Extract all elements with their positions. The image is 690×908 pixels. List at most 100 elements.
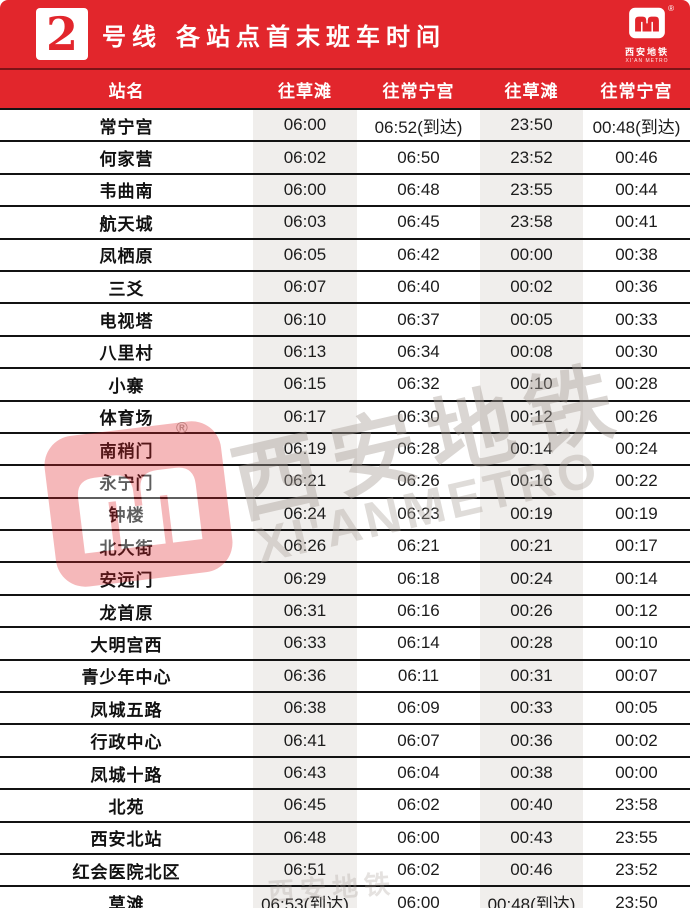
title-bar: 2 号线 各站点首末班车时间 ® 西安地铁 XI'AN METRO	[0, 0, 690, 70]
station-name-cell: 大明宫西	[0, 627, 253, 661]
table-row: 八里村 06:13 06:34 00:08 00:30	[0, 335, 690, 370]
table-row: 红会医院北区 06:51 06:02 00:46 23:52	[0, 853, 690, 888]
station-name-cell: 青少年中心	[0, 659, 253, 694]
station-name-cell: 安远门	[0, 562, 253, 596]
brand-name-en: XI'AN METRO	[625, 58, 669, 64]
col-header-to-changninggong-first: 往常宁宫	[357, 70, 480, 110]
station-name-cell: 凤城五路	[0, 692, 253, 726]
table-row: 三爻 06:07 06:40 00:02 00:36	[0, 270, 690, 305]
time-cell: 06:00	[357, 821, 480, 855]
time-cell: 06:48	[357, 173, 480, 208]
time-cell: 00:44	[583, 173, 690, 208]
time-cell: 06:11	[357, 659, 480, 694]
station-name-cell: 北苑	[0, 789, 253, 823]
table-row: 凤城五路 06:38 06:09 00:33 00:05	[0, 692, 690, 726]
time-cell: 00:08	[480, 335, 583, 370]
brand-logo: ® 西安地铁 XI'AN METRO	[618, 4, 676, 64]
station-name-cell: 电视塔	[0, 303, 253, 337]
station-name-cell: 何家营	[0, 141, 253, 175]
table-row: 钟楼 06:24 06:23 00:19 00:19	[0, 497, 690, 532]
header-row: 站名 往草滩 往常宁宫 往草滩 往常宁宫	[0, 70, 690, 110]
line-suffix: 号线	[102, 23, 162, 51]
station-name-cell: 凤栖原	[0, 238, 253, 272]
time-cell: 06:03	[253, 206, 357, 240]
time-cell: 00:28	[480, 627, 583, 661]
time-cell: 06:52(到达)	[357, 109, 480, 143]
title-heading: 各站点首末班车时间	[176, 23, 446, 51]
time-cell: 06:30	[357, 400, 480, 434]
time-cell: 00:19	[583, 497, 690, 532]
time-cell: 00:38	[480, 756, 583, 791]
time-cell: 00:26	[583, 400, 690, 434]
time-cell: 06:00	[253, 109, 357, 143]
time-cell: 00:02	[480, 270, 583, 305]
time-cell: 06:16	[357, 594, 480, 629]
time-cell: 06:13	[253, 335, 357, 370]
time-cell: 06:23	[357, 497, 480, 532]
time-cell: 00:19	[480, 497, 583, 532]
time-cell: 00:28	[583, 368, 690, 402]
station-name-cell: 南稍门	[0, 432, 253, 467]
station-name-cell: 小寨	[0, 368, 253, 402]
brand-name-cn: 西安地铁	[624, 47, 669, 57]
time-cell: 00:00	[480, 238, 583, 272]
table-row: 凤栖原 06:05 06:42 00:00 00:38	[0, 238, 690, 272]
timetable-body: 常宁宫 06:00 06:52(到达) 23:50 00:48(到达) 何家营 06:02 0…	[0, 109, 690, 908]
time-cell: 00:17	[583, 530, 690, 564]
station-name-cell: 八里村	[0, 335, 253, 370]
time-cell: 06:00	[357, 886, 480, 908]
time-cell: 06:17	[253, 400, 357, 434]
time-cell: 23:50	[480, 109, 583, 143]
table-row: 龙首原 06:31 06:16 00:26 00:12	[0, 594, 690, 629]
table-row: 安远门 06:29 06:18 00:24 00:14	[0, 562, 690, 596]
table-row: 体育场 06:17 06:30 00:12 00:26	[0, 400, 690, 434]
table-row: 小寨 06:15 06:32 00:10 00:28	[0, 368, 690, 402]
table-row: 何家营 06:02 06:50 23:52 00:46	[0, 141, 690, 175]
time-cell: 00:41	[583, 206, 690, 240]
time-cell: 00:48(到达)	[480, 886, 583, 908]
station-name-cell: 三爻	[0, 270, 253, 305]
time-cell: 00:38	[583, 238, 690, 272]
time-cell: 06:09	[357, 692, 480, 726]
time-cell: 00:12	[583, 594, 690, 629]
time-cell: 00:21	[480, 530, 583, 564]
time-cell: 00:33	[583, 303, 690, 337]
time-cell: 06:26	[357, 465, 480, 499]
time-cell: 00:02	[583, 724, 690, 758]
time-cell: 00:10	[583, 627, 690, 661]
time-cell: 06:07	[253, 270, 357, 305]
time-cell: 06:10	[253, 303, 357, 337]
table-row: 北苑 06:45 06:02 00:40 23:58	[0, 789, 690, 823]
station-name-cell: 龙首原	[0, 594, 253, 629]
time-cell: 06:34	[357, 335, 480, 370]
time-cell: 00:05	[480, 303, 583, 337]
time-cell: 00:36	[583, 270, 690, 305]
time-cell: 00:43	[480, 821, 583, 855]
time-cell: 06:50	[357, 141, 480, 175]
station-name-cell: 北大街	[0, 530, 253, 564]
station-name-cell: 永宁门	[0, 465, 253, 499]
table-row: 草滩 06:53(到达) 06:00 00:48(到达) 23:50	[0, 886, 690, 908]
time-cell: 06:38	[253, 692, 357, 726]
time-cell: 06:15	[253, 368, 357, 402]
time-cell: 06:40	[357, 270, 480, 305]
time-cell: 06:53(到达)	[253, 886, 357, 908]
time-cell: 06:33	[253, 627, 357, 661]
time-cell: 00:14	[480, 432, 583, 467]
time-cell: 06:24	[253, 497, 357, 532]
time-cell: 06:21	[357, 530, 480, 564]
table-row: 电视塔 06:10 06:37 00:05 00:33	[0, 303, 690, 337]
page-title: 号线 各站点首末班车时间	[102, 17, 446, 52]
station-name-cell: 常宁宫	[0, 109, 253, 143]
table-row: 永宁门 06:21 06:26 00:16 00:22	[0, 465, 690, 499]
station-name-cell: 航天城	[0, 206, 253, 240]
time-cell: 06:37	[357, 303, 480, 337]
time-cell: 00:10	[480, 368, 583, 402]
table-row: 凤城十路 06:43 06:04 00:38 00:00	[0, 756, 690, 791]
time-cell: 06:26	[253, 530, 357, 564]
line-number: 2	[45, 7, 78, 61]
time-cell: 00:07	[583, 659, 690, 694]
col-header-to-caotan-first: 往草滩	[253, 70, 357, 110]
time-cell: 06:31	[253, 594, 357, 629]
